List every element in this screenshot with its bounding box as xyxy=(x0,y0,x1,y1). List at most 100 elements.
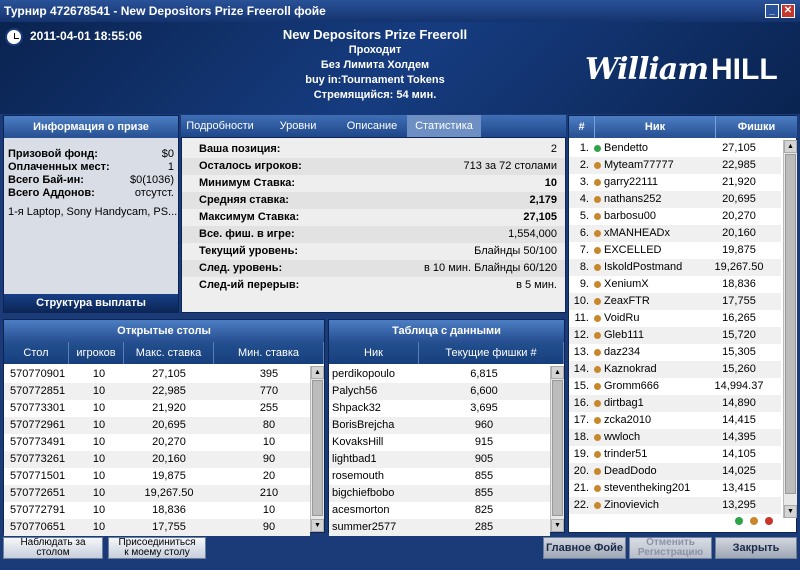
player-chips: 14,025 xyxy=(722,465,756,477)
player-row[interactable]: 18. wwloch 14,395 xyxy=(569,429,781,446)
payout-structure-button[interactable]: Структура выплаты xyxy=(4,294,178,312)
player-status-icon xyxy=(594,213,601,220)
data-row[interactable]: rosemouth 855 xyxy=(329,468,550,485)
data-row[interactable]: perdikopoulo 6,815 xyxy=(329,366,550,383)
player-row[interactable]: 8. IskoldPostmand 19,267.50 xyxy=(569,259,781,276)
col-chips[interactable]: Фишки xyxy=(715,116,797,138)
player-row[interactable]: 1. Bendetto 27,105 xyxy=(569,140,781,157)
player-nick: xMANHEADx xyxy=(604,227,671,239)
data-row[interactable]: BorisBrejcha 960 xyxy=(329,417,550,434)
player-row[interactable]: 5. barbosu00 20,270 xyxy=(569,208,781,225)
table-cell: 10 xyxy=(92,402,106,414)
time-remaining: Стремящийся: 54 мин. xyxy=(313,89,437,101)
table-row[interactable]: 570772961 10 20,695 80 xyxy=(4,417,310,434)
tab-details[interactable]: Подробности xyxy=(186,120,254,132)
player-nick: barbosu00 xyxy=(604,210,656,222)
table-row[interactable]: 570772651 10 19,267.50 210 xyxy=(4,485,310,502)
player-row[interactable]: 2. Myteam77777 22,985 xyxy=(569,157,781,174)
player-row[interactable]: 4. nathans252 20,695 xyxy=(569,191,781,208)
player-row[interactable]: 6. xMANHEADx 20,160 xyxy=(569,225,781,242)
data-row[interactable]: Palych56 6,600 xyxy=(329,383,550,400)
player-row[interactable]: 13. daz234 15,305 xyxy=(569,344,781,361)
player-row[interactable]: 16. dirtbag1 14,890 xyxy=(569,395,781,412)
col-rank[interactable]: # xyxy=(569,116,594,138)
player-row[interactable]: 12. Gleb111 15,720 xyxy=(569,327,781,344)
players-scrollbar[interactable]: ▲ ▼ xyxy=(783,140,797,518)
scroll-up-icon[interactable]: ▲ xyxy=(551,366,564,379)
table-row[interactable]: 570772791 10 18,836 10 xyxy=(4,502,310,519)
stat-value: 713 за 72 столами xyxy=(463,160,557,172)
table-row[interactable]: 570773491 10 20,270 10 xyxy=(4,434,310,451)
tab-statistics[interactable]: Статистика xyxy=(407,115,481,137)
table-cell: 10 xyxy=(92,419,106,431)
player-row[interactable]: 7. EXCELLED 19,875 xyxy=(569,242,781,259)
player-chips: 20,160 xyxy=(722,227,756,239)
close-window-button[interactable]: ✕ xyxy=(781,4,795,18)
data-scrollbar[interactable]: ▲ ▼ xyxy=(550,366,564,532)
scroll-thumb[interactable] xyxy=(312,380,323,516)
scroll-down-icon[interactable]: ▼ xyxy=(311,519,324,532)
data-chips: 6,815 xyxy=(470,368,498,380)
data-nick: perdikopoulo xyxy=(332,368,395,380)
col-table[interactable]: Стол xyxy=(4,342,69,364)
scroll-down-icon[interactable]: ▼ xyxy=(784,505,797,518)
player-nick: Kaznokrad xyxy=(604,363,657,375)
table-cell: 17,755 xyxy=(152,521,186,533)
player-row[interactable]: 11. VoidRu 16,265 xyxy=(569,310,781,327)
unregister-button[interactable]: Отменить Регистрацию xyxy=(629,537,712,559)
col-min-stack[interactable]: Мин. ставка xyxy=(214,342,324,364)
watch-table-button[interactable]: Наблюдать за столом xyxy=(3,537,103,559)
statistics-panel: Ваша позиция: 2 Осталось игроков: 713 за 72… xyxy=(181,137,566,313)
tab-description[interactable]: Описание xyxy=(346,120,398,132)
player-rank: 1. xyxy=(579,142,589,154)
join-my-table-button[interactable]: Присоединиться к моему столу xyxy=(108,537,206,559)
player-rank: 9. xyxy=(579,278,589,290)
player-row[interactable]: 17. zcka2010 14,415 xyxy=(569,412,781,429)
minimize-button[interactable]: _ xyxy=(765,4,779,18)
table-row[interactable]: 570773261 10 20,160 90 xyxy=(4,451,310,468)
player-status-icon xyxy=(594,349,601,356)
col-players[interactable]: игроков xyxy=(69,342,124,364)
scroll-thumb[interactable] xyxy=(785,154,796,494)
player-row[interactable]: 21. steventheking201 13,415 xyxy=(569,480,781,497)
player-status-icon xyxy=(594,417,601,424)
col-max-stack[interactable]: Макс. ставка xyxy=(124,342,214,364)
data-row[interactable]: bigchiefbobo 855 xyxy=(329,485,550,502)
player-row[interactable]: 10. ZeaxFTR 17,755 xyxy=(569,293,781,310)
table-row[interactable]: 570771501 10 19,875 20 xyxy=(4,468,310,485)
data-row[interactable]: KovaksHill 915 xyxy=(329,434,550,451)
player-row[interactable]: 22. Zinovievich 13,295 xyxy=(569,497,781,514)
data-row[interactable]: acesmorton 825 xyxy=(329,502,550,519)
table-row[interactable]: 570770901 10 27,105 395 xyxy=(4,366,310,383)
tables-scrollbar[interactable]: ▲ ▼ xyxy=(310,366,324,532)
scroll-up-icon[interactable]: ▲ xyxy=(784,140,797,153)
table-row[interactable]: 570773301 10 21,920 255 xyxy=(4,400,310,417)
col-current-chips[interactable]: Текущие фишки # xyxy=(419,342,564,364)
data-nick: Palych56 xyxy=(332,385,378,397)
player-row[interactable]: 15. Gromm666 14,994.37 xyxy=(569,378,781,395)
player-row[interactable]: 14. Kaznokrad 15,260 xyxy=(569,361,781,378)
scroll-up-icon[interactable]: ▲ xyxy=(311,366,324,379)
player-row[interactable]: 9. XeniumX 18,836 xyxy=(569,276,781,293)
player-row[interactable]: 19. trinder51 14,105 xyxy=(569,446,781,463)
player-row[interactable]: 20. DeadDodo 14,025 xyxy=(569,463,781,480)
tab-levels[interactable]: Уровни xyxy=(279,120,317,132)
table-cell: 90 xyxy=(262,521,276,533)
table-row[interactable]: 570770651 10 17,755 90 xyxy=(4,519,310,536)
col-nick[interactable]: Ник xyxy=(594,116,715,138)
scroll-thumb[interactable] xyxy=(552,380,563,516)
data-table-panel: Таблица с данными Ник Текущие фишки # pe… xyxy=(328,319,565,536)
scroll-down-icon[interactable]: ▼ xyxy=(551,519,564,532)
data-row[interactable]: Shpack32 3,695 xyxy=(329,400,550,417)
player-nick: XeniumX xyxy=(604,278,649,290)
data-row[interactable]: summer2577 285 xyxy=(329,519,550,536)
table-cell: 10 xyxy=(92,521,106,533)
data-row[interactable]: lightbad1 905 xyxy=(329,451,550,468)
player-row[interactable]: 3. garry22111 21,920 xyxy=(569,174,781,191)
close-button[interactable]: Закрыть xyxy=(715,537,797,559)
player-rank: 6. xyxy=(579,227,589,239)
table-row[interactable]: 570772851 10 22,985 770 xyxy=(4,383,310,400)
main-lobby-button[interactable]: Главное Фойе xyxy=(543,537,626,559)
table-cell: 19,875 xyxy=(152,470,186,482)
col-nick[interactable]: Ник xyxy=(329,342,419,364)
